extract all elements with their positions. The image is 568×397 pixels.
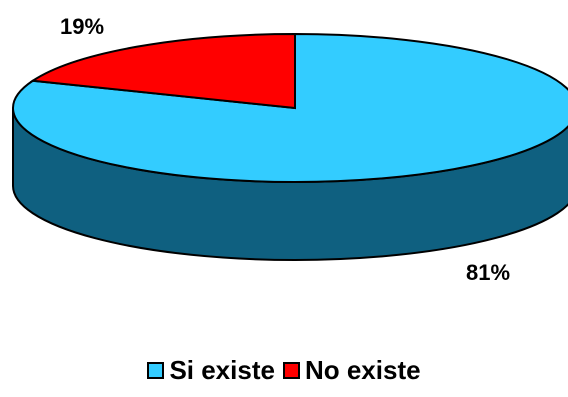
data-label-no-existe: 19% xyxy=(60,14,104,39)
legend-item-si-existe: Si existe xyxy=(147,357,275,383)
chart-legend: Si existe No existe xyxy=(0,352,568,388)
legend-swatch-no-existe xyxy=(282,361,300,379)
legend-label-no-existe: No existe xyxy=(304,355,421,385)
legend-swatch-si-existe xyxy=(147,361,165,379)
legend-label-si-existe: Si existe xyxy=(169,355,275,385)
data-label-si-existe: 81% xyxy=(466,260,510,285)
pie-slice-no-existe xyxy=(29,32,296,110)
legend-item-no-existe: No existe xyxy=(282,355,421,385)
